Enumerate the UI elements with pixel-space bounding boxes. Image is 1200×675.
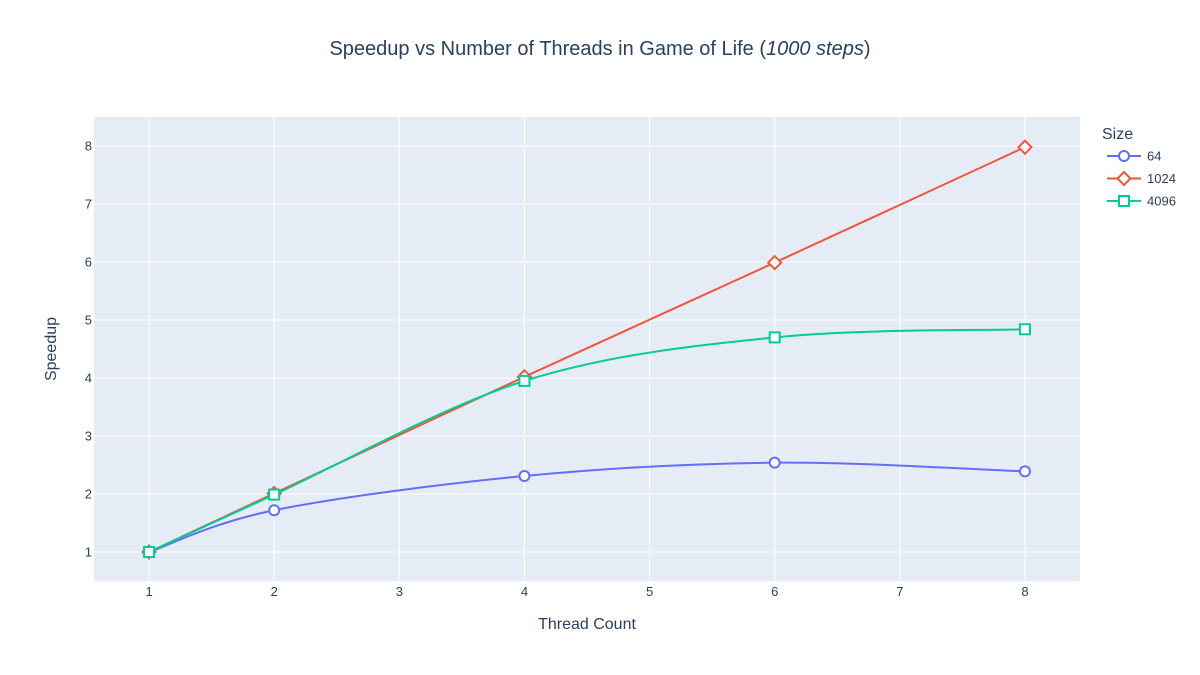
y-axis-title: Speedup: [43, 317, 60, 381]
chart-title-main: Speedup vs Number of Threads in Game of …: [329, 38, 766, 60]
grid-x: [148, 117, 1026, 581]
x-axis-title: Thread Count: [538, 616, 636, 633]
x-tick-label: 6: [771, 584, 778, 599]
legend-label: 4096: [1147, 194, 1176, 209]
series-4096: [143, 323, 1031, 558]
y-tick-label: 8: [85, 139, 92, 154]
series-line-64: [148, 461, 1025, 553]
data-point-4096: [1018, 323, 1031, 336]
legend: Size 64 1024 4096: [1102, 126, 1176, 209]
x-tick-labels: 1 2 3 4 5 6 7 8: [145, 584, 1028, 599]
x-tick-label: 3: [396, 584, 403, 599]
y-tick-label: 6: [85, 255, 92, 270]
data-point-64: [768, 456, 781, 469]
x-tick-label: 4: [521, 584, 528, 599]
data-point-1024: [766, 254, 783, 271]
y-tick-label: 7: [85, 197, 92, 212]
y-tick-label: 5: [85, 313, 92, 328]
data-point-4096: [268, 488, 281, 501]
legend-label: 1024: [1147, 171, 1176, 186]
data-point-4096: [768, 331, 781, 344]
y-tick-labels: 1 2 3 4 5 6 7 8: [85, 139, 92, 560]
data-point-64: [518, 470, 531, 483]
legend-item-1024[interactable]: 1024: [1107, 170, 1176, 187]
grid-y: [94, 145, 1080, 553]
data-point-64: [1018, 465, 1031, 478]
data-point-4096: [518, 374, 531, 387]
x-tick-label: 7: [896, 584, 903, 599]
legend-marker: [1116, 170, 1132, 187]
legend-marker: [1118, 195, 1130, 207]
x-tick-label: 2: [271, 584, 278, 599]
y-tick-label: 3: [85, 429, 92, 444]
data-point-4096: [143, 546, 156, 558]
legend-label: 64: [1147, 149, 1161, 164]
chart-title: Speedup vs Number of Threads in Game of …: [0, 38, 1200, 61]
legend-item-4096[interactable]: 4096: [1107, 194, 1176, 209]
legend-item-64[interactable]: 64: [1107, 149, 1161, 164]
x-tick-label: 5: [646, 584, 653, 599]
y-tick-label: 1: [85, 545, 92, 560]
x-tick-label: 8: [1021, 584, 1028, 599]
y-tick-label: 4: [85, 371, 92, 386]
data-point-1024: [1017, 139, 1033, 156]
x-tick-label: 1: [145, 584, 152, 599]
series-line-4096: [148, 328, 1025, 553]
y-tick-label: 2: [85, 487, 92, 502]
series-layer: [141, 139, 1033, 560]
chart-title-suffix: ): [863, 38, 871, 60]
legend-title: Size: [1102, 126, 1133, 143]
legend-marker: [1118, 150, 1130, 162]
chart-title-italic: 1000 steps: [766, 38, 864, 60]
data-point-64: [268, 504, 281, 517]
